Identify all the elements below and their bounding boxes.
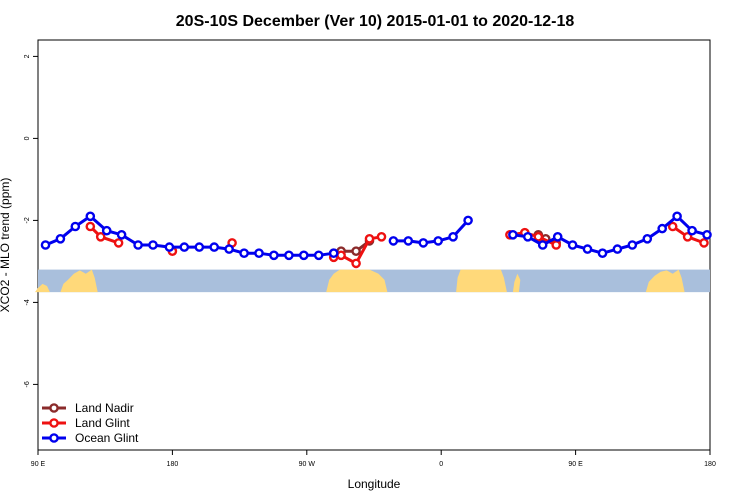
data-point (55, 233, 66, 244)
y-tick-label: -4 (24, 299, 31, 305)
data-point (533, 231, 544, 242)
x-tick-label: 90 E (568, 461, 583, 468)
data-point (116, 229, 127, 240)
data-point (133, 240, 143, 250)
x-tick-label: 0 (439, 461, 443, 468)
data-point (284, 250, 294, 261)
data-point (254, 248, 264, 258)
data-point (672, 211, 682, 222)
land-south-america (326, 269, 388, 293)
data-point (364, 233, 375, 244)
x-tick-label: 180 (704, 461, 716, 468)
legend-label: Land Glint (75, 416, 130, 430)
x-tick-label: 90 W (299, 461, 316, 468)
legend-marker (49, 433, 59, 443)
data-point (179, 242, 190, 252)
y-tick-label: 0 (24, 136, 31, 140)
data-point (597, 248, 608, 258)
y-tick-label: 2 (24, 54, 31, 58)
land-ocean-band (35, 269, 710, 293)
data-point (95, 231, 106, 242)
data-point (351, 246, 361, 256)
data-point (682, 231, 693, 242)
data-point (552, 231, 563, 242)
legend-marker (49, 403, 59, 413)
y-axis: 2 0 -2 -4 -6 (24, 54, 38, 388)
data-point (582, 244, 593, 254)
series-layer (40, 211, 712, 269)
data-point (85, 211, 96, 222)
land-madagascar (512, 273, 521, 293)
data-point (298, 250, 309, 261)
series-ocean-glint (40, 211, 712, 261)
x-tick-label: 180 (167, 461, 179, 468)
data-point (194, 242, 205, 252)
data-point (403, 236, 414, 246)
data-point (551, 240, 562, 250)
chart-title: 20S-10S December (Ver 10) 2015-01-01 to … (176, 13, 575, 30)
data-point (239, 248, 249, 258)
data-point (567, 240, 578, 250)
x-tick-label: 90 E (31, 461, 46, 468)
data-point (148, 240, 158, 250)
legend-label: Ocean Glint (75, 431, 139, 445)
data-point (642, 233, 653, 244)
legend-item: Land Nadir (42, 401, 134, 415)
data-point (224, 244, 234, 254)
data-point (85, 221, 96, 232)
data-point (523, 231, 533, 242)
data-point (328, 248, 339, 258)
legend-label: Land Nadir (75, 401, 134, 415)
data-point (70, 221, 81, 232)
x-axis: 90 E 180 90 W 0 90 E 180 (31, 450, 716, 468)
data-point (448, 231, 458, 242)
land-africa (456, 269, 507, 293)
data-point (687, 225, 697, 236)
data-point (113, 238, 124, 248)
data-point (699, 238, 709, 248)
data-point (627, 240, 638, 250)
land-australia-left (60, 269, 98, 293)
legend-item: Land Glint (42, 416, 130, 430)
data-point (40, 240, 51, 250)
plot-frame (37, 39, 711, 451)
data-point (667, 221, 678, 232)
data-point (164, 242, 175, 252)
data-point (418, 238, 429, 248)
data-point (433, 236, 444, 246)
data-point (351, 258, 361, 269)
x-axis-label: Longitude (348, 477, 401, 491)
y-axis-label: XCO2 - MLO trend (ppm) (0, 178, 12, 313)
legend-item: Ocean Glint (42, 431, 139, 445)
y-tick-label: -6 (24, 381, 31, 387)
land-australia-left-b (35, 283, 50, 293)
data-point (209, 242, 219, 252)
data-point (101, 225, 112, 236)
data-point (508, 229, 518, 240)
data-point (702, 229, 712, 240)
legend-marker (49, 418, 59, 428)
data-point (388, 236, 399, 246)
data-point (463, 215, 473, 226)
data-point (336, 250, 346, 261)
data-point (612, 244, 623, 254)
data-point (269, 250, 279, 261)
y-tick-label: -2 (24, 217, 31, 223)
data-point (537, 240, 548, 250)
data-point (657, 223, 668, 234)
data-point (313, 250, 324, 261)
land-australia-right (645, 269, 685, 293)
series-land-glint (85, 221, 709, 269)
data-point (376, 231, 387, 242)
